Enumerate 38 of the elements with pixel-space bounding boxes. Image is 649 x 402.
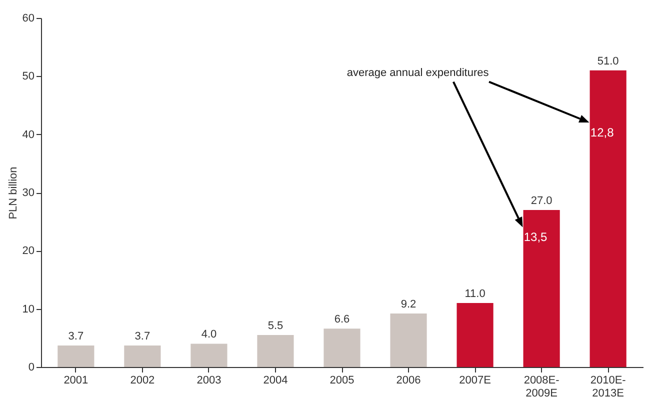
x-tick-label: 2003 [196, 374, 222, 386]
data-label: 11.0 [464, 288, 486, 300]
bar [324, 328, 360, 367]
bar [456, 303, 494, 367]
y-tick-label: 50 [22, 70, 34, 83]
data-label: 27.0 [530, 194, 552, 207]
x-tick-label: 2002 [130, 374, 155, 386]
annotation: 12,8 [590, 126, 614, 140]
bar [390, 313, 427, 367]
x-tick-label: 2006 [396, 374, 421, 386]
y-tick-label: 10 [22, 303, 34, 316]
data-label: 3.7 [134, 330, 150, 342]
data-label: 9.2 [400, 298, 416, 310]
bar [190, 344, 228, 367]
data-label: 4.0 [201, 328, 217, 341]
bar [58, 345, 94, 367]
data-label: 51.0 [597, 55, 619, 68]
x-tick-label: 2005 [330, 374, 354, 386]
x-tick-label: 2010E-2013E [590, 374, 626, 400]
y-tick-label: 0 [28, 362, 34, 374]
y-tick-label: 20 [22, 245, 34, 258]
data-label: 5.5 [268, 320, 284, 332]
x-tick-label: 2008E-2009E [524, 374, 560, 400]
data-label: 6.6 [334, 314, 350, 326]
bar [523, 210, 560, 367]
annotation: 13,5 [524, 230, 548, 244]
y-axis-title: PLN billion [7, 166, 20, 220]
bar [590, 70, 626, 367]
data-label: 3.7 [68, 330, 84, 342]
y-tick-label: 30 [22, 187, 34, 199]
bar [124, 345, 161, 367]
x-tick-label: 2004 [263, 374, 288, 386]
x-tick-label: 2007E [459, 374, 491, 386]
annotation: average annual expenditures [346, 66, 490, 79]
x-tick-label: 2001 [64, 374, 88, 386]
y-tick-label: 60 [22, 12, 34, 24]
bar [257, 335, 294, 367]
y-tick-label: 40 [22, 128, 34, 141]
